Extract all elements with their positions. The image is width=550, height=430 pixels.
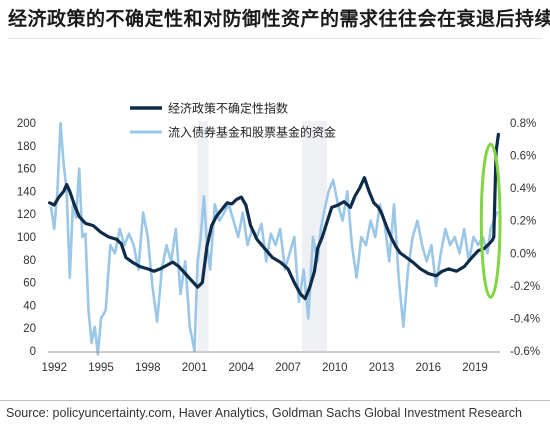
y-right-tick-label-6: 0.6%	[510, 151, 536, 163]
y-right-tick-label-7: 0.8%	[510, 118, 536, 130]
legend-label-0: 经济政策不确定性指数	[168, 101, 288, 116]
y-left-tick-label-20: 20	[23, 323, 36, 335]
x-tick-label-2016: 2016	[416, 362, 442, 374]
y-left-tick-label-140: 140	[17, 186, 36, 198]
recession-band-0	[197, 121, 209, 351]
legend-label-1: 流入债券基金和股票基金的资金	[168, 125, 336, 140]
series-line-1	[49, 121, 499, 356]
x-tick-label-2013: 2013	[369, 362, 395, 374]
x-tick-label-2019: 2019	[462, 362, 488, 374]
x-tick-label-1992: 1992	[41, 362, 67, 374]
y-left-tick-label-80: 80	[23, 255, 36, 267]
y-right-tick-label-3: 0.0%	[510, 248, 536, 260]
y-right-tick-label-0: -0.6%	[510, 346, 540, 358]
y-left-tick-label-100: 100	[17, 232, 36, 244]
y-left-tick-label-180: 180	[17, 141, 36, 153]
x-tick-label-1995: 1995	[88, 362, 114, 374]
x-tick-label-2001: 2001	[182, 362, 208, 374]
y-left-tick-label-160: 160	[17, 164, 36, 176]
x-tick-label-1998: 1998	[135, 362, 161, 374]
y-left-tick-label-60: 60	[23, 278, 36, 290]
x-tick-label-2010: 2010	[322, 362, 348, 374]
y-right-tick-label-1: -0.4%	[510, 313, 540, 325]
y-right-tick-label-2: -0.2%	[510, 281, 540, 293]
y-left-tick-label-0: 0	[30, 346, 36, 358]
x-tick-label-2007: 2007	[275, 362, 301, 374]
y-left-tick-label-200: 200	[17, 118, 36, 130]
highlight-ellipse	[479, 142, 502, 299]
y-right-tick-label-4: 0.2%	[510, 216, 536, 228]
chart-title: 经济政策的不确定性和对防御性资产的需求往往会在衰退后持续	[8, 8, 550, 30]
source-divider	[0, 400, 550, 401]
x-tick-label-2004: 2004	[228, 362, 254, 374]
series-line-0	[47, 132, 500, 301]
y-left-tick-label-120: 120	[17, 209, 36, 221]
chart-svg: 1992 1995 1998 2001 2004 2007 2010 2013 2016 2019…	[17, 101, 540, 375]
source-note: Source: policyuncertainty.com, Haver Ana…	[6, 406, 522, 420]
y-left-tick-label-40: 40	[23, 300, 36, 312]
y-right-tick-label-5: 0.4%	[510, 183, 536, 195]
title-divider	[8, 38, 542, 39]
